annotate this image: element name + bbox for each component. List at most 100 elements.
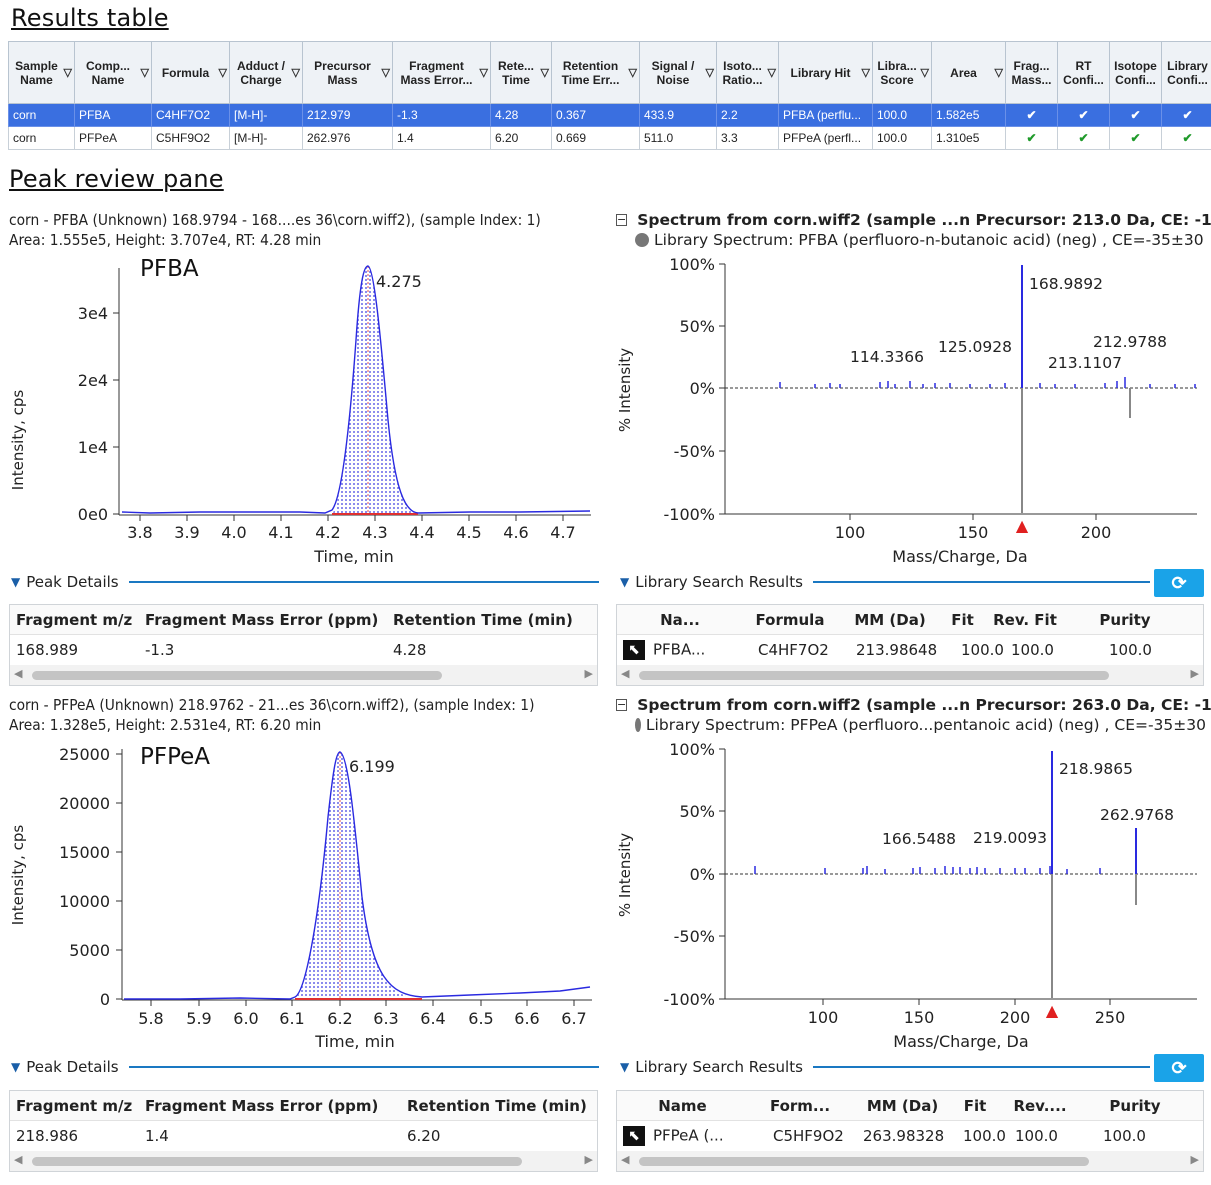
filter-icon[interactable]: ▽ xyxy=(767,66,776,79)
col-header[interactable]: Comp... Name ▽ xyxy=(74,41,152,104)
expand-triangle-icon[interactable]: ▼ xyxy=(11,1060,21,1074)
table-cell: [M-H]- xyxy=(229,126,303,150)
scroll-right-icon[interactable]: ▶ xyxy=(1190,667,1199,680)
col-header[interactable]: Precursor Mass ▽ xyxy=(302,41,393,104)
peak-details-header[interactable]: ▼ Peak Details xyxy=(11,573,599,591)
chromatogram-pfba[interactable]: PFBA Intensity, cps 0e0 1e4 2e4 3e4 3.8 … xyxy=(0,250,605,570)
filter-icon[interactable]: ▽ xyxy=(479,66,488,79)
table-row[interactable]: 168.989 -1.3 4.28 xyxy=(10,635,597,665)
refresh-search-button[interactable]: ⟳ xyxy=(1154,569,1204,597)
divider xyxy=(128,1066,599,1068)
col-header[interactable]: Na... xyxy=(660,610,700,629)
col-header[interactable]: Frag... Mass... xyxy=(1005,41,1058,104)
col-header[interactable]: Purity xyxy=(1099,610,1151,629)
filter-icon[interactable]: ▽ xyxy=(140,66,149,79)
refresh-search-button[interactable]: ⟳ xyxy=(1154,1054,1204,1082)
library-search-header[interactable]: ▼ Library Search Results xyxy=(620,573,1150,591)
col-header[interactable]: Rev. Fit xyxy=(993,610,1057,629)
col-header[interactable]: Rev.... xyxy=(1013,1096,1067,1115)
check-icon: ✔ xyxy=(1057,126,1110,150)
collapse-icon[interactable]: − xyxy=(616,213,628,226)
filter-icon[interactable]: ▽ xyxy=(705,66,714,79)
scroll-left-icon[interactable]: ◀ xyxy=(14,667,23,680)
scroll-left-icon[interactable]: ◀ xyxy=(621,667,630,680)
scroll-right-icon[interactable]: ▶ xyxy=(1190,1153,1199,1166)
col-header[interactable]: Fragment m/z xyxy=(16,610,133,629)
filter-icon[interactable]: ▽ xyxy=(63,66,72,79)
filter-icon[interactable]: ▽ xyxy=(994,66,1003,79)
table-cell: 100.0 xyxy=(1109,641,1152,659)
col-header[interactable]: Libra... Score ▽ xyxy=(872,41,932,104)
col-header[interactable]: Retention Time Err... ▽ xyxy=(551,41,640,104)
spectrum-pfba[interactable]: % Intensity 100% 50% 0% -50% -100% 100 1… xyxy=(605,250,1211,570)
filter-icon[interactable]: ▽ xyxy=(861,66,870,79)
col-header[interactable]: Fragment Mass Error... ▽ xyxy=(392,41,491,104)
y-tick-label: 0% xyxy=(690,379,715,398)
x-ticks: 3.8 3.9 4.0 4.1 4.2 4.3 4.4 4.5 4.6 4.7 xyxy=(127,515,576,542)
table-row[interactable]: 218.986 1.4 6.20 xyxy=(10,1121,597,1151)
scroll-thumb[interactable] xyxy=(32,1157,522,1166)
col-header[interactable]: Form... xyxy=(769,1096,831,1115)
filter-icon[interactable]: ▽ xyxy=(540,66,549,79)
scroll-thumb[interactable] xyxy=(639,1157,1089,1166)
col-header[interactable]: Rete... Time ▽ xyxy=(490,41,552,104)
col-header[interactable]: Area ▽ xyxy=(931,41,1006,104)
col-header[interactable]: Adduct / Charge ▽ xyxy=(229,41,303,104)
spectrum-compare-icon[interactable]: ⬉ xyxy=(623,1126,645,1146)
filter-icon[interactable]: ▽ xyxy=(628,66,637,79)
check-icon: ✔ xyxy=(1161,126,1211,150)
col-header[interactable]: Formula ▽ xyxy=(151,41,230,104)
filter-icon[interactable]: ▽ xyxy=(291,66,300,79)
y-tick-label: 100% xyxy=(669,740,715,759)
scroll-right-icon[interactable]: ▶ xyxy=(584,667,593,680)
col-header[interactable]: Fragment Mass Error (ppm) xyxy=(145,1096,379,1115)
col-header[interactable]: Isoto... Ratio... ▽ xyxy=(716,41,779,104)
col-header[interactable]: Isotope Confi... xyxy=(1109,41,1162,104)
x-tick-label: 4.7 xyxy=(550,523,575,542)
scroll-left-icon[interactable]: ◀ xyxy=(621,1153,630,1166)
col-header[interactable]: Retention Time (min) xyxy=(407,1096,587,1115)
col-header[interactable]: Fit xyxy=(951,610,974,629)
peak-details-header[interactable]: ▼ Peak Details xyxy=(11,1058,599,1076)
scroll-right-icon[interactable]: ▶ xyxy=(584,1153,593,1166)
col-header[interactable]: MM (Da) xyxy=(854,610,926,629)
horizontal-scrollbar[interactable]: ◀ ▶ xyxy=(10,665,597,685)
col-header[interactable]: Formula xyxy=(755,610,825,629)
table-row[interactable]: ⬉ PFBA... C4HF7O2 213.98648 100.0 100.0 1… xyxy=(617,635,1203,665)
col-header[interactable]: MM (Da) xyxy=(866,1096,939,1115)
horizontal-scrollbar[interactable]: ◀ ▶ xyxy=(617,1151,1203,1171)
col-header[interactable]: Sample Name ▽ xyxy=(8,41,75,104)
filter-icon[interactable]: ▽ xyxy=(381,66,390,79)
library-search-header[interactable]: ▼ Library Search Results xyxy=(620,1058,1150,1076)
expand-triangle-icon[interactable]: ▼ xyxy=(620,1060,630,1074)
horizontal-scrollbar[interactable]: ◀ ▶ xyxy=(617,665,1203,685)
filter-icon[interactable]: ▽ xyxy=(920,66,929,79)
col-header[interactable]: RT Confi... xyxy=(1057,41,1110,104)
col-header[interactable]: Fit xyxy=(963,1096,987,1115)
col-header[interactable]: Library Confi... xyxy=(1161,41,1211,104)
y-tick-label: 0 xyxy=(100,990,110,1009)
chromatogram-pfpea[interactable]: PFPeA Intensity, cps 0 5000 10000 15000 … xyxy=(0,737,605,1055)
col-header[interactable]: Library Hit ▽ xyxy=(778,41,873,104)
spectrum-compare-icon[interactable]: ⬉ xyxy=(623,640,645,660)
table-row[interactable]: ⬉ PFPeA (... C5HF9O2 263.98328 100.0 100.… xyxy=(617,1121,1203,1151)
y-ticks: 0e0 1e4 2e4 3e4 xyxy=(78,304,119,524)
scroll-left-icon[interactable]: ◀ xyxy=(14,1153,23,1166)
col-header[interactable]: Fragment Mass Error (ppm) xyxy=(145,610,379,629)
horizontal-scrollbar[interactable]: ◀ ▶ xyxy=(10,1151,597,1171)
expand-triangle-icon[interactable]: ▼ xyxy=(620,575,630,589)
col-header[interactable]: Purity xyxy=(1109,1096,1161,1115)
scroll-thumb[interactable] xyxy=(32,671,442,680)
col-header[interactable]: Signal / Noise ▽ xyxy=(639,41,717,104)
scroll-thumb[interactable] xyxy=(639,671,1109,680)
col-header[interactable]: Fragment m/z xyxy=(16,1096,133,1115)
col-header[interactable]: Retention Time (min) xyxy=(393,610,573,629)
check-icon: ✔ xyxy=(1005,126,1058,150)
table-row[interactable]: corn PFPeA C5HF9O2 [M-H]- 262.976 1.4 6.… xyxy=(8,126,1211,150)
spectrum-pfpea[interactable]: % Intensity 100% 50% 0% -50% -100% 100 1… xyxy=(605,737,1211,1055)
col-header[interactable]: Name xyxy=(658,1096,707,1115)
expand-triangle-icon[interactable]: ▼ xyxy=(11,575,21,589)
collapse-icon[interactable]: − xyxy=(616,698,628,711)
table-row[interactable]: corn PFBA C4HF7O2 [M-H]- 212.979 -1.3 4.… xyxy=(8,103,1211,127)
filter-icon[interactable]: ▽ xyxy=(218,66,227,79)
